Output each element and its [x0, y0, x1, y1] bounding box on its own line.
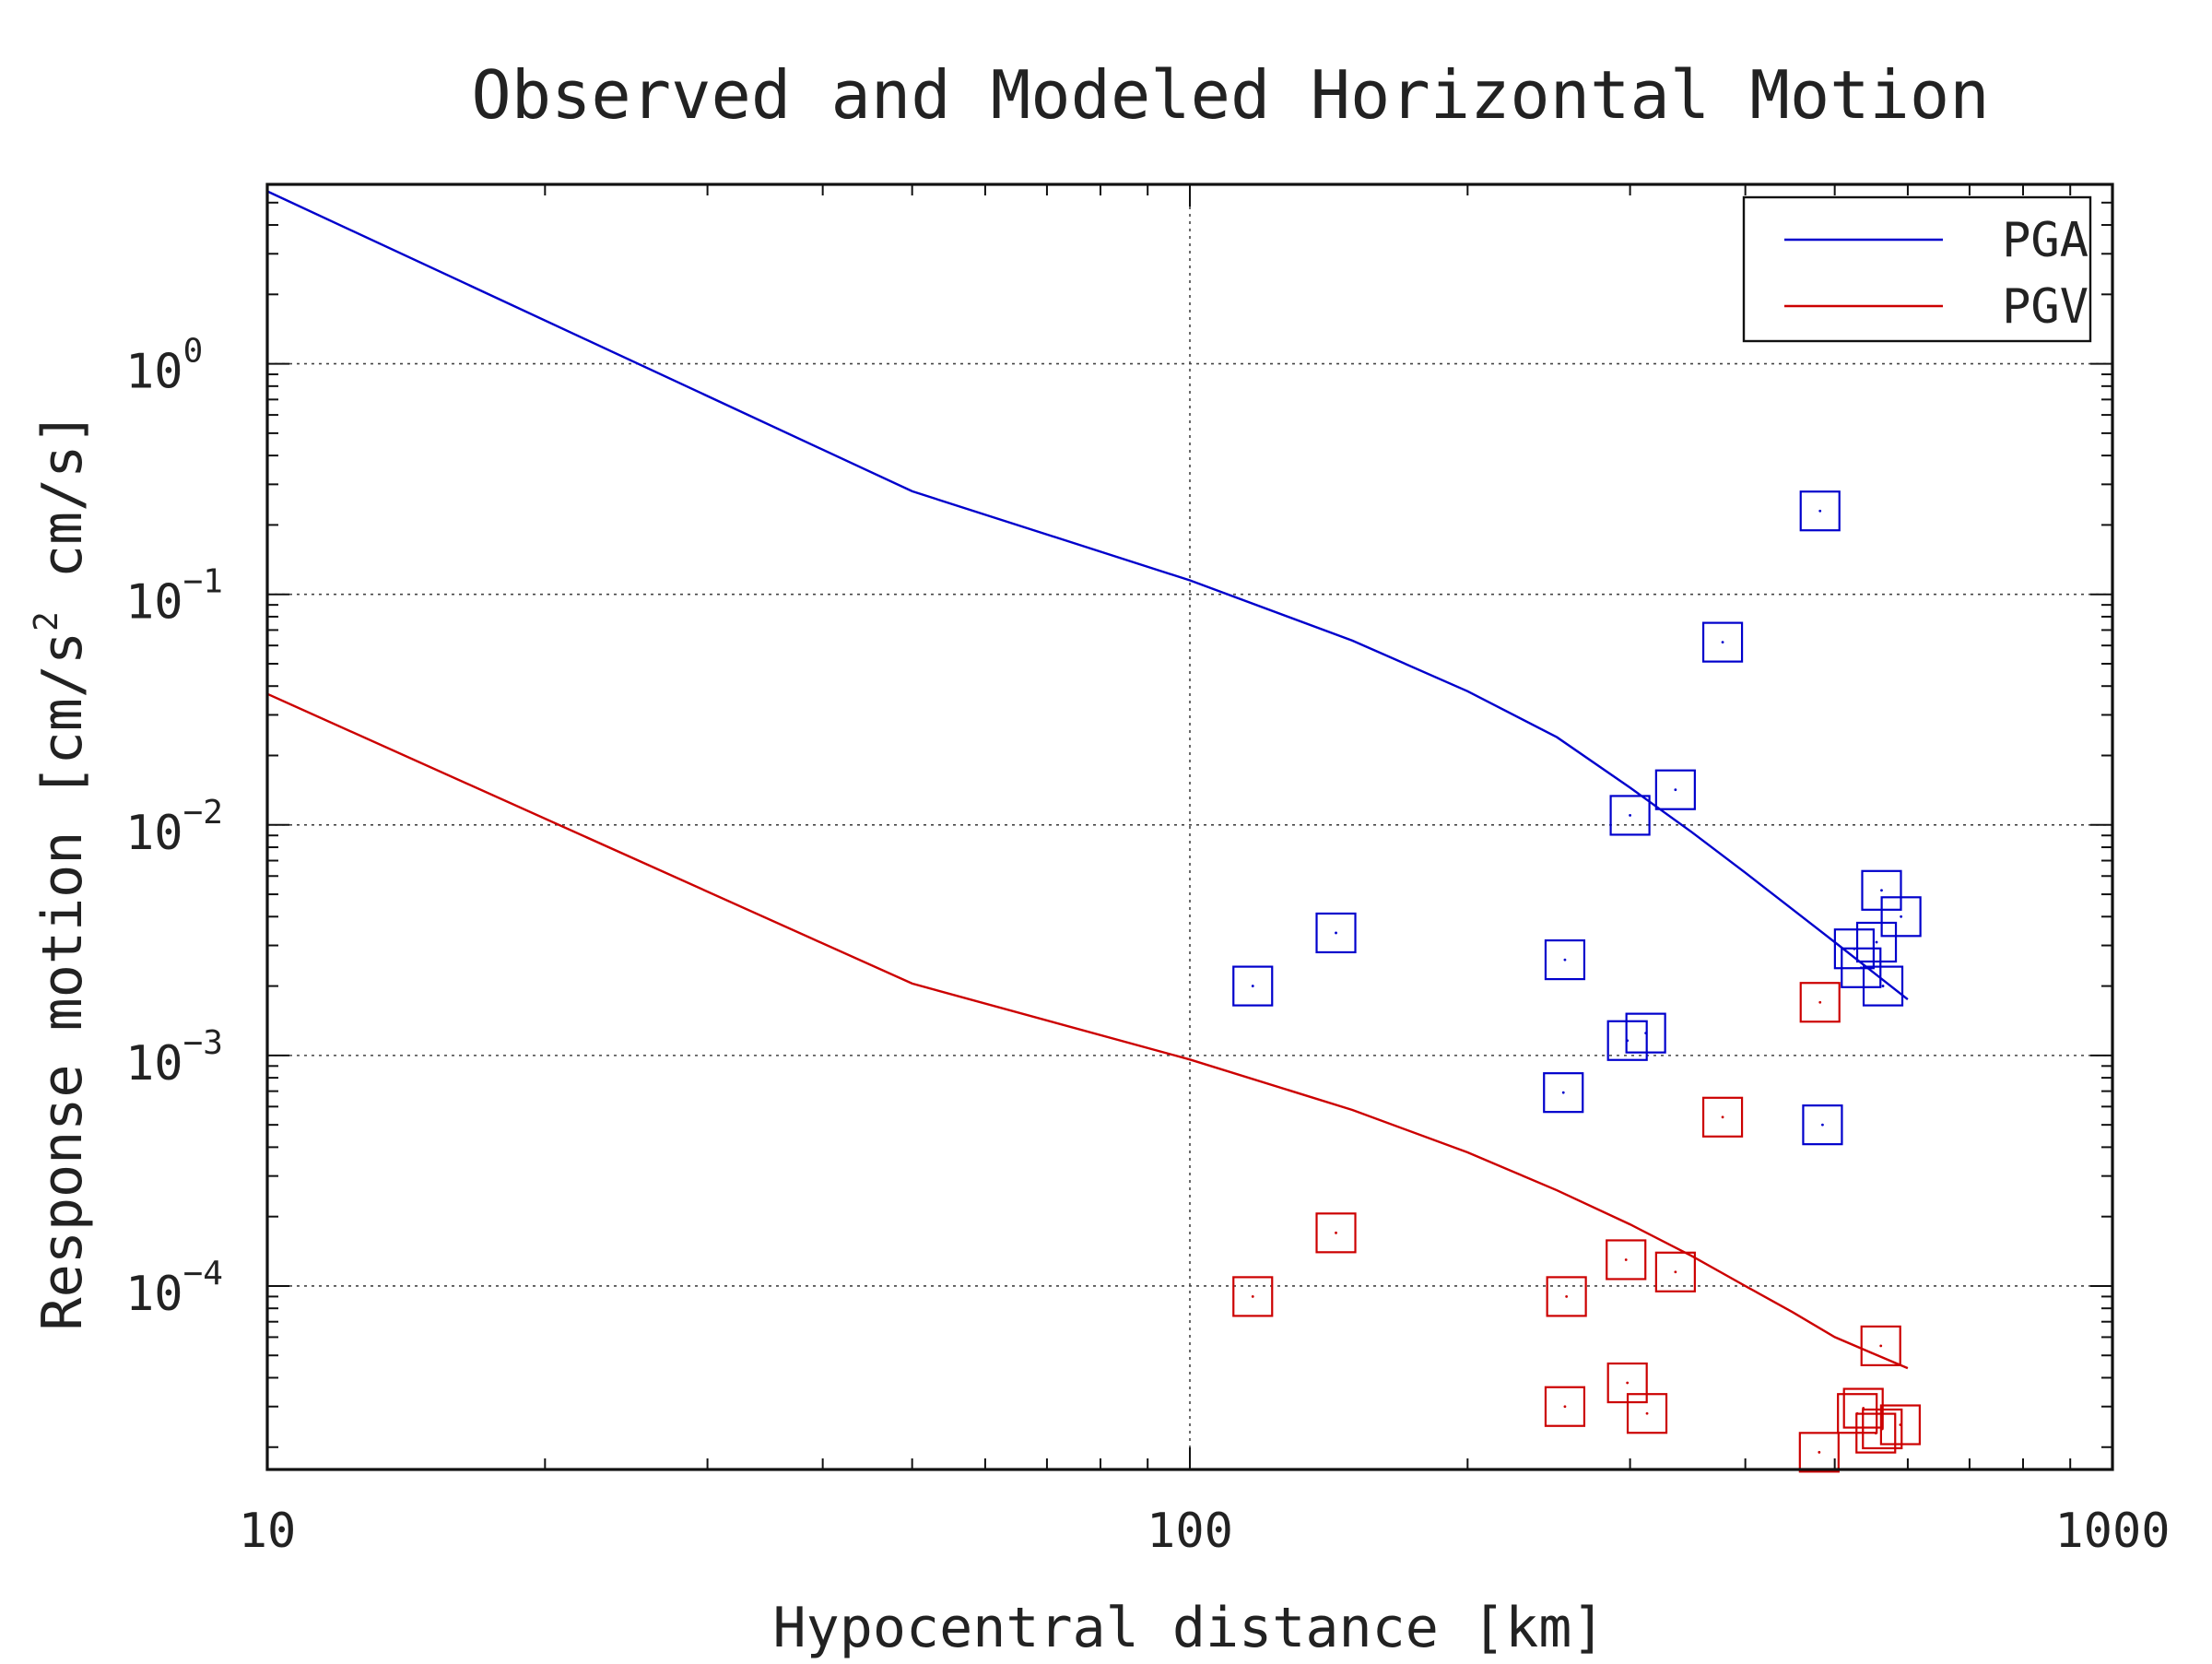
data-point-center	[1251, 1295, 1254, 1298]
data-point	[1855, 1412, 1897, 1454]
data-point-center	[1818, 1000, 1822, 1004]
x-tick-label: 10	[239, 1504, 297, 1559]
y-tick-label: 10−2	[125, 794, 223, 861]
data-point	[1798, 1432, 1840, 1473]
series	[266, 190, 1922, 1473]
data-point-center	[1335, 1231, 1337, 1234]
grid	[267, 184, 2112, 1469]
legend-label-pga: PGA	[2002, 213, 2088, 268]
legend: PGA PGV	[1742, 195, 2092, 343]
y-tick-label-base: 10	[125, 345, 183, 400]
data-point-center	[1875, 940, 1878, 944]
data-point	[1802, 1104, 1843, 1146]
data-point	[1862, 965, 1904, 1007]
data-point	[1855, 921, 1898, 963]
data-point	[1654, 769, 1696, 810]
data-point	[1543, 1072, 1584, 1114]
y-axis-label-exponent: 2	[28, 611, 65, 631]
data-point-center	[1561, 1091, 1565, 1094]
data-point-center	[1881, 985, 1885, 987]
y-tick-label: 10−1	[125, 563, 223, 631]
data-point-center	[1565, 1295, 1569, 1298]
x-axis-label: Hypocentral distance [km]	[772, 1596, 1605, 1659]
data-point-center	[1629, 814, 1631, 817]
y-tick-label-base: 10	[125, 806, 183, 861]
data-point	[1546, 1276, 1587, 1317]
data-point	[1232, 1276, 1274, 1317]
y-tick-label-exponent: −1	[183, 563, 223, 601]
data-point-center	[1626, 1039, 1630, 1043]
data-point	[1315, 912, 1357, 954]
data-point	[1606, 1239, 1647, 1280]
data-point-center	[1721, 1115, 1724, 1119]
y-axis-label: Response motion [cm/s2 cm/s]	[28, 411, 95, 1330]
y-axis-label-main: Response motion [cm/s	[30, 631, 95, 1331]
data-point	[1799, 490, 1841, 532]
y-tick-label-exponent: −4	[183, 1255, 223, 1292]
data-point-center	[1624, 1258, 1628, 1261]
data-point-center	[1674, 1270, 1677, 1274]
data-point-center	[1563, 1405, 1567, 1409]
data-point-center	[1900, 915, 1903, 918]
ticks	[266, 183, 2112, 1469]
y-tick-label-exponent: −2	[183, 794, 223, 832]
data-point-center	[1821, 1123, 1824, 1127]
data-point	[1606, 1020, 1648, 1061]
y-axis-label-unit: cm/s]	[30, 411, 95, 611]
data-point-center	[1721, 641, 1724, 644]
data-point	[1609, 795, 1651, 836]
y-tick-label-base: 10	[125, 575, 183, 631]
data-point	[1701, 1096, 1744, 1138]
data-point-center	[1818, 509, 1822, 513]
data-point	[1799, 982, 1841, 1023]
data-point	[1880, 896, 1922, 938]
y-tick-label-base: 10	[125, 1036, 183, 1092]
data-point-center	[1874, 1432, 1877, 1434]
chart-title: Observed and Modeled Horizontal Motion	[471, 56, 1989, 134]
data-point-center	[1563, 958, 1567, 962]
data-point	[1544, 1386, 1586, 1427]
y-tick-label: 10−4	[125, 1255, 223, 1322]
data-point	[1879, 1404, 1921, 1446]
y-tick-label: 10−3	[125, 1024, 223, 1092]
data-point-center	[1818, 1450, 1821, 1454]
x-tick-label: 100	[1147, 1504, 1233, 1559]
data-point	[1860, 1325, 1901, 1366]
legend-label-pgv: PGV	[2002, 279, 2088, 335]
data-point-center	[1626, 1381, 1630, 1385]
y-tick-label: 100	[125, 333, 203, 400]
data-point-center	[1899, 1423, 1902, 1426]
data-point	[1654, 1251, 1696, 1292]
series-line-pgv	[266, 692, 1909, 1370]
legend-box	[1742, 195, 2092, 343]
data-point	[1862, 1408, 1903, 1450]
data-point-center	[1859, 966, 1863, 970]
x-tick-label: 1000	[2054, 1504, 2170, 1559]
data-point-center	[1251, 985, 1254, 987]
data-point-center	[1335, 931, 1337, 935]
y-tick-label-exponent: 0	[183, 333, 204, 371]
data-point	[1544, 938, 1586, 981]
data-point-center	[1879, 1344, 1883, 1348]
y-tick-label-base: 10	[125, 1267, 183, 1322]
data-point-center	[1674, 788, 1677, 792]
y-tick-label-exponent: −3	[183, 1024, 223, 1062]
data-point	[1232, 965, 1274, 1007]
data-point-center	[1880, 889, 1883, 892]
data-point	[1315, 1212, 1357, 1254]
data-point	[1701, 621, 1744, 663]
data-point	[1606, 1362, 1648, 1404]
data-point	[1841, 947, 1882, 988]
data-point-center	[1645, 1411, 1649, 1415]
